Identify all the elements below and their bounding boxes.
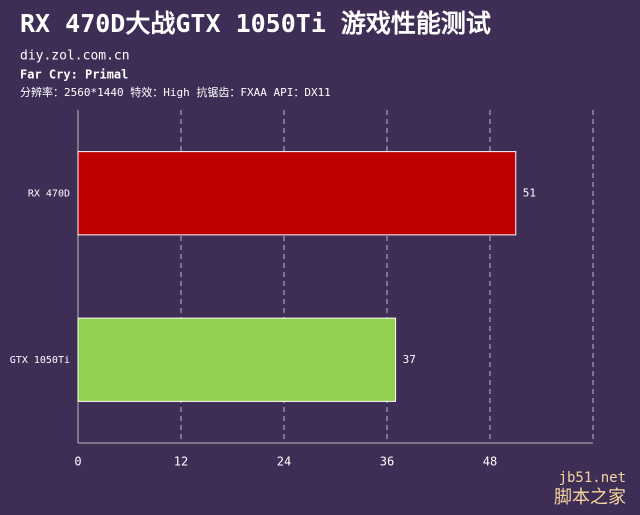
x-tick-label: 0	[74, 455, 81, 469]
chart-title: RX 470D大战GTX 1050Ti 游戏性能测试	[20, 9, 491, 38]
watermark: 脚本之家	[554, 487, 626, 508]
value-label: 37	[403, 353, 416, 366]
x-tick-label: 48	[483, 455, 497, 469]
bar	[77, 317, 397, 402]
x-tick-label: 24	[277, 455, 291, 469]
y-tick-label: GTX 1050Ti	[10, 355, 70, 366]
x-tick-label: 12	[174, 455, 188, 469]
value-label: 51	[523, 186, 536, 199]
y-tick-label: RX 470D	[28, 188, 70, 199]
watermark: jb51.net	[559, 470, 626, 486]
chart-subtitle: diy.zol.com.cn	[20, 49, 130, 64]
bar	[77, 151, 517, 236]
x-tick-label: 36	[380, 455, 394, 469]
game-label: Far Cry: Primal	[20, 68, 128, 82]
settings-label: 分辨率：2560*1440 特效：High 抗锯齿：FXAA API：DX11	[20, 85, 331, 99]
